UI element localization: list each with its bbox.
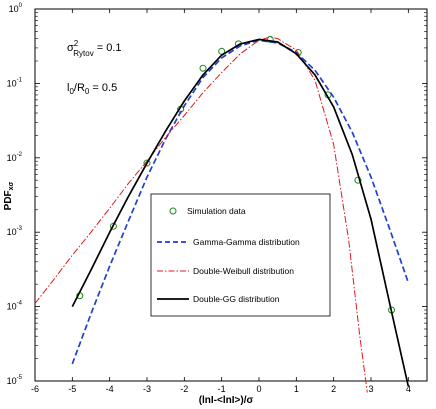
- x-tick-label: -6: [31, 384, 39, 394]
- y-tick-base: 10: [7, 78, 17, 88]
- y-tick-base: 10: [9, 4, 19, 14]
- x-tick-label: 0: [256, 384, 261, 394]
- x-tick-label: 2: [331, 384, 336, 394]
- simulation-data-point: [354, 176, 362, 184]
- x-tick-label: 1: [294, 384, 299, 394]
- x-tick-label: 3: [368, 384, 373, 394]
- simulation-data-point: [143, 159, 151, 167]
- y-tick-label: 10-4: [7, 301, 23, 312]
- y-tick-exponent: -3: [17, 226, 23, 232]
- annotation-l0-r0: l0/R0 = 0.5: [67, 82, 117, 96]
- legend-marker-simulation: [169, 207, 177, 215]
- y-tick-exponent: 0: [19, 3, 23, 9]
- y-tick-exponent: -1: [17, 77, 23, 83]
- x-tick-label: -5: [68, 384, 76, 394]
- annotation-rytov: σ2 Rytov = 0.1: [67, 39, 122, 58]
- x-axis-label: (lnI-<lnI>)/σ: [199, 395, 254, 406]
- y-axis-label: PDFxσ: [3, 181, 15, 210]
- x-tick-label: 4: [406, 384, 411, 394]
- y-tick-exponent: -5: [17, 375, 23, 381]
- x-tick-labels: -6 -5 -4 -3 -2 -1 0 1 2 3 4: [31, 384, 411, 394]
- y-tick-label: 100: [9, 3, 23, 14]
- y-tick-label: 10-1: [7, 77, 23, 88]
- y-tick-exponent: -4: [17, 301, 23, 307]
- axis-ticks: [34, 8, 427, 382]
- y-tick-label: 10-2: [7, 152, 23, 163]
- y-tick-exponent: -2: [17, 152, 23, 158]
- y-tick-label: 10-5: [7, 375, 23, 386]
- double-weibull-distribution-curve: [34, 36, 368, 393]
- x-tick-label: -1: [218, 384, 226, 394]
- legend-label-double-weibull: Double-Weibull distribution: [193, 266, 294, 276]
- series-layer: [34, 35, 410, 393]
- legend-label-gamma-gamma: Gamma-Gamma distribution: [193, 237, 300, 247]
- legend-label-double-gg: Double-GG distribution: [193, 294, 280, 304]
- legend-box: [150, 193, 331, 317]
- double-gg-distribution-curve: [71, 38, 410, 387]
- y-tick-base: 10: [7, 302, 17, 312]
- y-tick-base: 10: [7, 376, 17, 386]
- y-tick-label: 10-3: [7, 226, 23, 237]
- y-tick-base: 10: [7, 153, 17, 163]
- x-tick-label: -2: [180, 384, 188, 394]
- legend: Simulation data Gamma-Gamma distribution…: [150, 193, 331, 317]
- simulation-data-point: [266, 35, 274, 43]
- simulation-data-point: [199, 64, 207, 72]
- x-tick-label: -4: [106, 384, 114, 394]
- legend-label-simulation: Simulation data: [187, 206, 246, 216]
- x-tick-label: -3: [143, 384, 151, 394]
- y-tick-base: 10: [7, 227, 17, 237]
- gamma-gamma-distribution-curve: [71, 39, 410, 365]
